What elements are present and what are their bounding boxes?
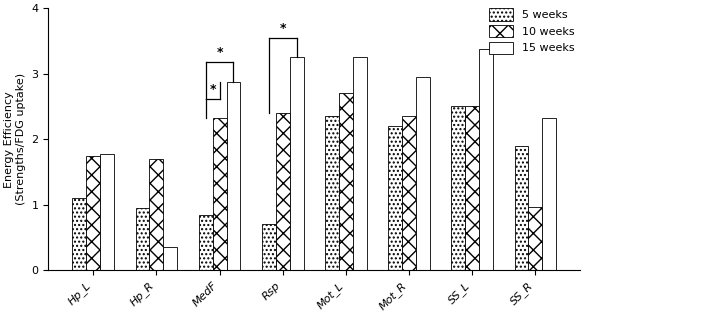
Bar bbox=[289, 57, 304, 270]
Bar bbox=[466, 106, 479, 270]
Bar bbox=[325, 116, 339, 270]
Bar bbox=[353, 57, 366, 270]
Bar bbox=[262, 224, 276, 270]
Bar bbox=[515, 146, 528, 270]
Bar bbox=[163, 247, 178, 270]
Bar bbox=[86, 155, 100, 270]
Bar bbox=[100, 154, 114, 270]
Bar bbox=[451, 106, 466, 270]
Bar bbox=[276, 113, 289, 270]
Text: *: * bbox=[210, 83, 216, 96]
Y-axis label: Energy Efficiency
(Strengths/FDG uptake): Energy Efficiency (Strengths/FDG uptake) bbox=[4, 73, 26, 205]
Bar bbox=[135, 208, 150, 270]
Bar bbox=[416, 77, 430, 270]
Bar bbox=[528, 207, 543, 270]
Bar bbox=[72, 198, 86, 270]
Bar bbox=[543, 118, 556, 270]
Bar bbox=[339, 93, 353, 270]
Bar bbox=[150, 159, 163, 270]
Legend: 5 weeks, 10 weeks, 15 weeks: 5 weeks, 10 weeks, 15 weeks bbox=[489, 9, 575, 54]
Bar bbox=[479, 49, 493, 270]
Bar bbox=[199, 215, 212, 270]
Bar bbox=[389, 126, 402, 270]
Text: *: * bbox=[279, 22, 286, 35]
Bar bbox=[402, 116, 416, 270]
Text: *: * bbox=[216, 46, 223, 59]
Bar bbox=[227, 82, 240, 270]
Bar bbox=[212, 118, 227, 270]
